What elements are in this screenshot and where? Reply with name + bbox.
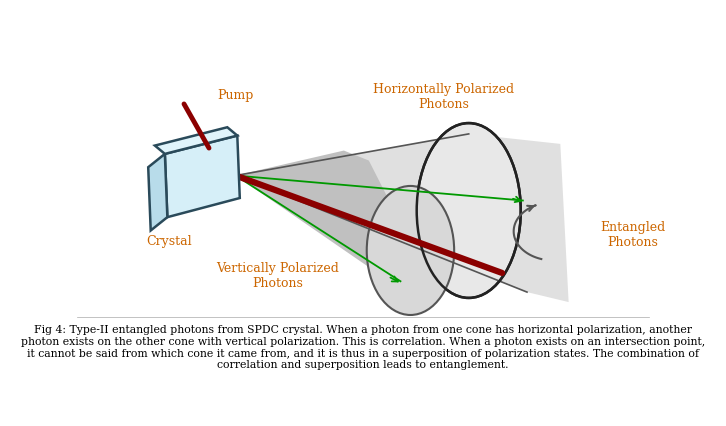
Text: photon exists on the other cone with vertical polarization. This is correlation.: photon exists on the other cone with ver…	[21, 337, 705, 347]
Text: it cannot be said from which cone it came from, and it is thus in a superpositio: it cannot be said from which cone it cam…	[27, 349, 699, 359]
Text: correlation and superposition leads to entanglement.: correlation and superposition leads to e…	[217, 360, 509, 370]
Text: Crystal: Crystal	[146, 236, 192, 248]
Text: Pump: Pump	[217, 89, 253, 102]
Ellipse shape	[367, 186, 454, 315]
Text: Vertically Polarized
Photons: Vertically Polarized Photons	[216, 262, 339, 290]
Text: Fig 4: Type-II entangled photons from SPDC crystal. When a photon from one cone : Fig 4: Type-II entangled photons from SP…	[34, 325, 692, 335]
Ellipse shape	[417, 123, 521, 298]
Polygon shape	[236, 134, 568, 302]
Polygon shape	[165, 135, 240, 217]
Polygon shape	[155, 127, 237, 154]
Text: Entangled
Photons: Entangled Photons	[600, 222, 666, 250]
Polygon shape	[148, 154, 168, 230]
Text: Horizontally Polarized
Photons: Horizontally Polarized Photons	[373, 83, 514, 111]
Polygon shape	[236, 150, 419, 267]
